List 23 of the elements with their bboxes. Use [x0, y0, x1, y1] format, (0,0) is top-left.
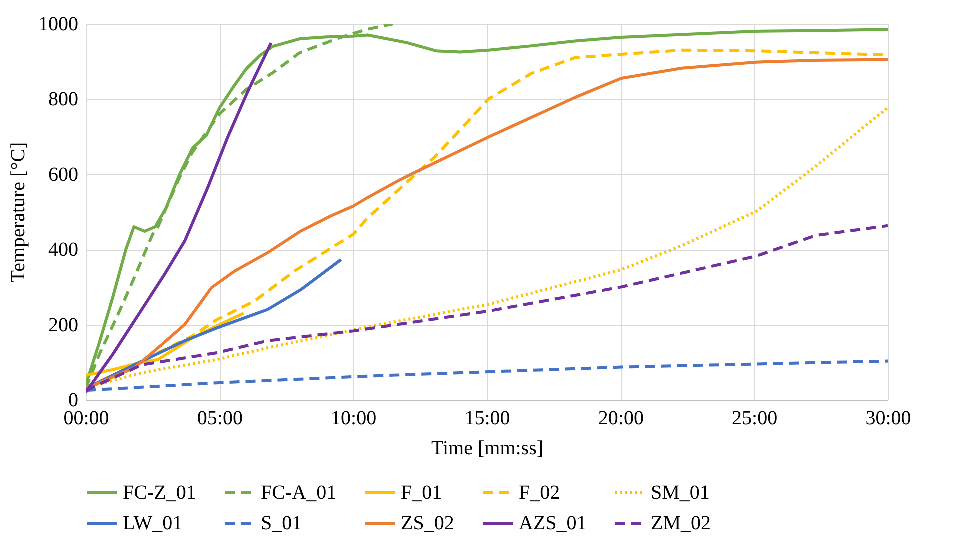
y-tick-label: 800	[48, 88, 78, 111]
legend-label: FC-A_01	[261, 482, 337, 504]
legend-label: S_01	[261, 512, 302, 534]
x-tick-label: 20:00	[598, 408, 644, 430]
legend-label: SM_01	[651, 482, 710, 504]
legend-label: FC-Z_01	[123, 482, 196, 504]
x-tick-label: 25:00	[732, 408, 778, 430]
y-axis-title: Temperature [°C]	[8, 142, 30, 283]
legend-label: F_01	[401, 482, 442, 504]
y-tick-label: 200	[48, 314, 78, 336]
y-tick-label: 1000	[38, 14, 78, 36]
x-tick-label: 15:00	[464, 408, 510, 430]
legend-label: LW_01	[123, 512, 183, 534]
x-axis-title: Time [mm:ss]	[431, 438, 544, 460]
x-tick-label: 30:00	[866, 408, 912, 430]
legend-label: F_02	[519, 482, 560, 504]
legend-label: ZM_02	[651, 512, 711, 534]
y-tick-label: 600	[48, 164, 78, 186]
legend-label: AZS_01	[519, 512, 587, 534]
x-tick-label: 10:00	[331, 408, 377, 430]
legend-label: ZS_02	[401, 512, 454, 534]
x-tick-label: 05:00	[197, 408, 243, 430]
y-tick-label: 400	[48, 239, 78, 262]
